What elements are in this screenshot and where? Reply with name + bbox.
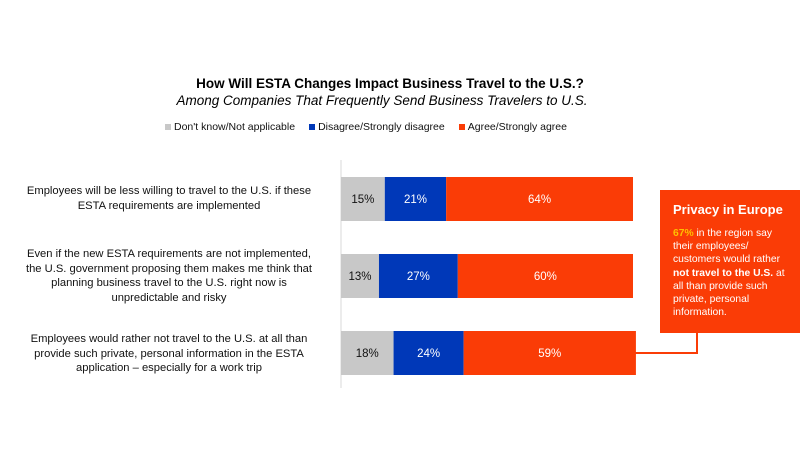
data-label: 15% xyxy=(351,194,374,206)
data-label: 24% xyxy=(417,348,440,360)
category-label-line: ESTA requirements are implemented xyxy=(77,199,261,212)
callout-body: 67% in the region say their employees/ c… xyxy=(673,227,790,319)
callout-box: Privacy in Europe 67% in the region say … xyxy=(660,190,800,333)
bar-segment xyxy=(393,331,464,375)
legend-swatch-gray xyxy=(165,124,171,130)
legend-label: Disagree/Strongly disagree xyxy=(318,121,445,133)
legend: Don't know/Not applicable Disagree/Stron… xyxy=(165,121,567,133)
bar-segment xyxy=(446,177,633,221)
bar-segment xyxy=(341,331,394,375)
bar-segment xyxy=(341,254,379,298)
callout-text-pre: in the region say their employees/ custo… xyxy=(673,228,781,266)
category-label-line: planning business travel to the U.S. rig… xyxy=(51,277,287,289)
legend-label: Agree/Strongly agree xyxy=(467,121,567,133)
data-label: 21% xyxy=(404,194,427,206)
bar-segment xyxy=(378,254,458,298)
legend-item-dont-know: Don't know/Not applicable xyxy=(165,121,295,133)
legend-swatch-orange xyxy=(458,124,465,130)
category-label-line: the U.S. government proposing them makes… xyxy=(25,262,313,275)
data-label: 27% xyxy=(407,271,430,283)
bar-segment xyxy=(384,177,447,221)
legend-item-agree: Agree/Strongly agree xyxy=(458,121,567,133)
category-label: Employees would rather not travel to the… xyxy=(8,332,330,376)
bar-segment xyxy=(341,177,385,221)
callout-text-post: at all than provide such private, person… xyxy=(673,267,785,319)
category-label-line: provide such private, personal informati… xyxy=(34,347,304,360)
category-label-line: Employees would rather not travel to the… xyxy=(30,333,308,345)
callout-title: Privacy in Europe xyxy=(673,202,783,217)
category-label-line: Even if the new ESTA requirements are no… xyxy=(27,248,311,260)
callout-highlight: 67% xyxy=(673,228,694,239)
category-label-line: Employees will be less willing to travel… xyxy=(26,185,312,197)
legend-swatch-blue xyxy=(309,124,316,130)
chart-subtitle: Among Companies That Frequently Send Bus… xyxy=(0,93,800,108)
legend-label: Don't know/Not applicable xyxy=(174,121,296,133)
data-label: 60% xyxy=(534,271,557,283)
chart-title: How Will ESTA Changes Impact Business Tr… xyxy=(0,76,800,91)
category-label-line: application – especially for a work trip xyxy=(76,362,262,374)
data-label: 59% xyxy=(538,348,561,360)
chart-subtitle-text: Among Companies That Frequently Send Bus… xyxy=(176,93,588,108)
callout-text-bold: not travel to the U.S. xyxy=(673,267,774,279)
legend-item-disagree: Disagree/Strongly disagree xyxy=(309,121,445,133)
category-label: Even if the new ESTA requirements are no… xyxy=(8,247,330,305)
chart-title-text: How Will ESTA Changes Impact Business Tr… xyxy=(196,76,584,91)
category-label-line: unpredictable and risky xyxy=(111,291,227,304)
data-label: 18% xyxy=(356,348,379,360)
callout-connector-line xyxy=(633,333,698,354)
bar-segment xyxy=(463,331,636,375)
category-label: Employees will be less willing to travel… xyxy=(8,184,330,213)
data-label: 64% xyxy=(528,194,551,206)
data-label: 13% xyxy=(348,271,371,283)
bar-segment xyxy=(457,254,633,298)
